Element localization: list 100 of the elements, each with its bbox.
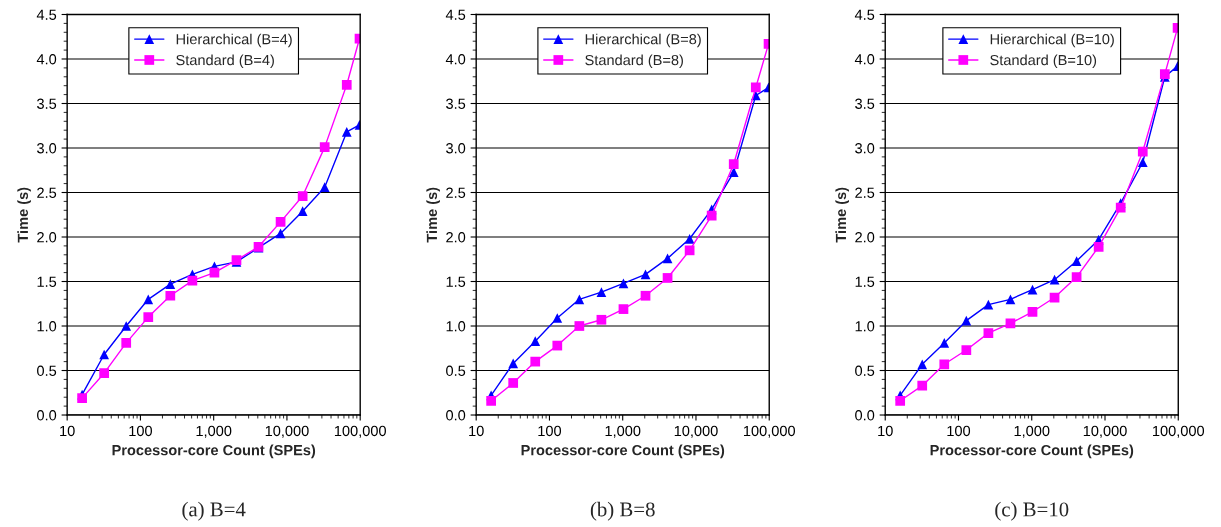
- point: [121, 321, 132, 331]
- point: [939, 359, 950, 370]
- x-tick-label: 1,000: [1014, 425, 1050, 438]
- y-tick-label: 2.5: [37, 187, 57, 198]
- point: [99, 349, 110, 360]
- x-tick-label: 10,000: [674, 425, 718, 438]
- point: [275, 217, 286, 227]
- x-tick-label: 100,000: [743, 425, 796, 438]
- x-tick-label: 1,000: [196, 425, 232, 438]
- x-tick-label: 100,000: [1153, 425, 1205, 438]
- point: [165, 279, 176, 290]
- x-tick-label: 10: [878, 425, 893, 437]
- point: [1137, 146, 1148, 157]
- point: [143, 294, 154, 305]
- point: [99, 368, 110, 379]
- x-tick-label: 1,000: [605, 425, 641, 438]
- point: [939, 338, 950, 348]
- y-tick-label: 1.0: [855, 321, 875, 332]
- y-tick-label: 0.0: [855, 410, 875, 421]
- y-tick-label: 4.0: [445, 54, 466, 65]
- point: [618, 278, 629, 289]
- y-tick-label: 2.0: [446, 232, 466, 243]
- point: [1049, 274, 1060, 285]
- point: [640, 290, 651, 301]
- y-tick-label: 0.0: [37, 410, 57, 421]
- point: [121, 338, 132, 348]
- y-tick-label: 4.5: [445, 9, 466, 20]
- legend-label: Standard (B=10): [990, 54, 1097, 69]
- x-tick-label: 10,000: [265, 425, 309, 438]
- y-tick-label: 3.5: [446, 98, 466, 109]
- legend-label: Standard (B=4): [176, 54, 274, 69]
- point: [662, 253, 673, 264]
- point: [530, 356, 541, 367]
- point: [1071, 272, 1082, 282]
- point: [508, 358, 519, 369]
- point: [1005, 294, 1016, 305]
- x-tick-label: 100,000: [334, 425, 386, 438]
- point: [275, 228, 286, 239]
- y-tick-label: 0.5: [855, 365, 875, 376]
- point: [319, 142, 330, 152]
- point: [684, 233, 695, 244]
- x-axis-title: Processor-core Count (SPEs): [112, 444, 316, 459]
- y-tick-label: 4.5: [36, 9, 57, 20]
- y-tick-label: 1.0: [37, 321, 57, 332]
- y-tick-label: 1.5: [446, 276, 466, 287]
- point: [640, 269, 651, 280]
- point: [297, 206, 308, 217]
- point: [961, 315, 972, 326]
- legend-label: Hierarchical (B=4): [176, 33, 292, 48]
- point: [1005, 318, 1016, 329]
- y-tick-label: 2.0: [37, 232, 57, 243]
- point: [706, 210, 717, 221]
- text: (b) B=8: [590, 501, 655, 521]
- point: [486, 395, 497, 406]
- y-tick-label: 3.5: [37, 98, 57, 109]
- point: [618, 304, 629, 314]
- y-tick-label: 0.5: [37, 365, 57, 376]
- point: [983, 328, 994, 338]
- y-axis-title: Time (s): [835, 187, 849, 243]
- y-tick-label: 1.5: [855, 276, 875, 287]
- point: [297, 191, 308, 201]
- point: [552, 340, 563, 351]
- point: [574, 321, 585, 331]
- x-axis-title: Processor-core Count (SPEs): [930, 444, 1134, 459]
- y-tick-label: 3.5: [855, 98, 875, 109]
- x-tick-label: 10: [60, 425, 75, 437]
- y-tick-label: 4.0: [36, 54, 57, 65]
- y-tick-label: 3.0: [855, 143, 875, 154]
- point: [1115, 202, 1126, 213]
- y-axis-title: Time (s): [426, 187, 440, 243]
- point: [530, 336, 541, 346]
- y-tick-label: 2.5: [446, 187, 466, 198]
- point: [728, 159, 739, 169]
- point: [895, 395, 906, 406]
- point: [596, 287, 607, 298]
- text: (c) B=10: [995, 501, 1069, 521]
- point: [662, 273, 673, 283]
- y-tick-label: 3.0: [37, 143, 57, 154]
- point: [77, 393, 87, 403]
- point: [750, 82, 761, 93]
- y-tick-label: 4.0: [854, 54, 875, 65]
- point: [1137, 157, 1148, 168]
- point: [341, 79, 352, 90]
- y-tick-label: 1.5: [37, 276, 57, 287]
- legend-label: Hierarchical (B=8): [585, 33, 701, 48]
- y-tick-label: 2.0: [855, 232, 875, 243]
- y-tick-label: 0.0: [446, 410, 466, 421]
- point: [917, 380, 928, 391]
- y-tick-label: 4.5: [854, 9, 875, 20]
- x-axis-title: Processor-core Count (SPEs): [521, 444, 725, 459]
- point: [596, 314, 607, 325]
- point: [574, 294, 585, 305]
- y-axis-title: Time (s): [17, 187, 31, 243]
- x-tick-label: 100: [129, 425, 153, 437]
- point: [143, 312, 154, 322]
- y-tick-label: 2.5: [855, 187, 875, 198]
- point: [917, 359, 928, 370]
- legend-label: Hierarchical (B=10): [990, 33, 1114, 48]
- y-tick-label: 3.0: [446, 143, 466, 154]
- text: (a) B=4: [182, 501, 246, 521]
